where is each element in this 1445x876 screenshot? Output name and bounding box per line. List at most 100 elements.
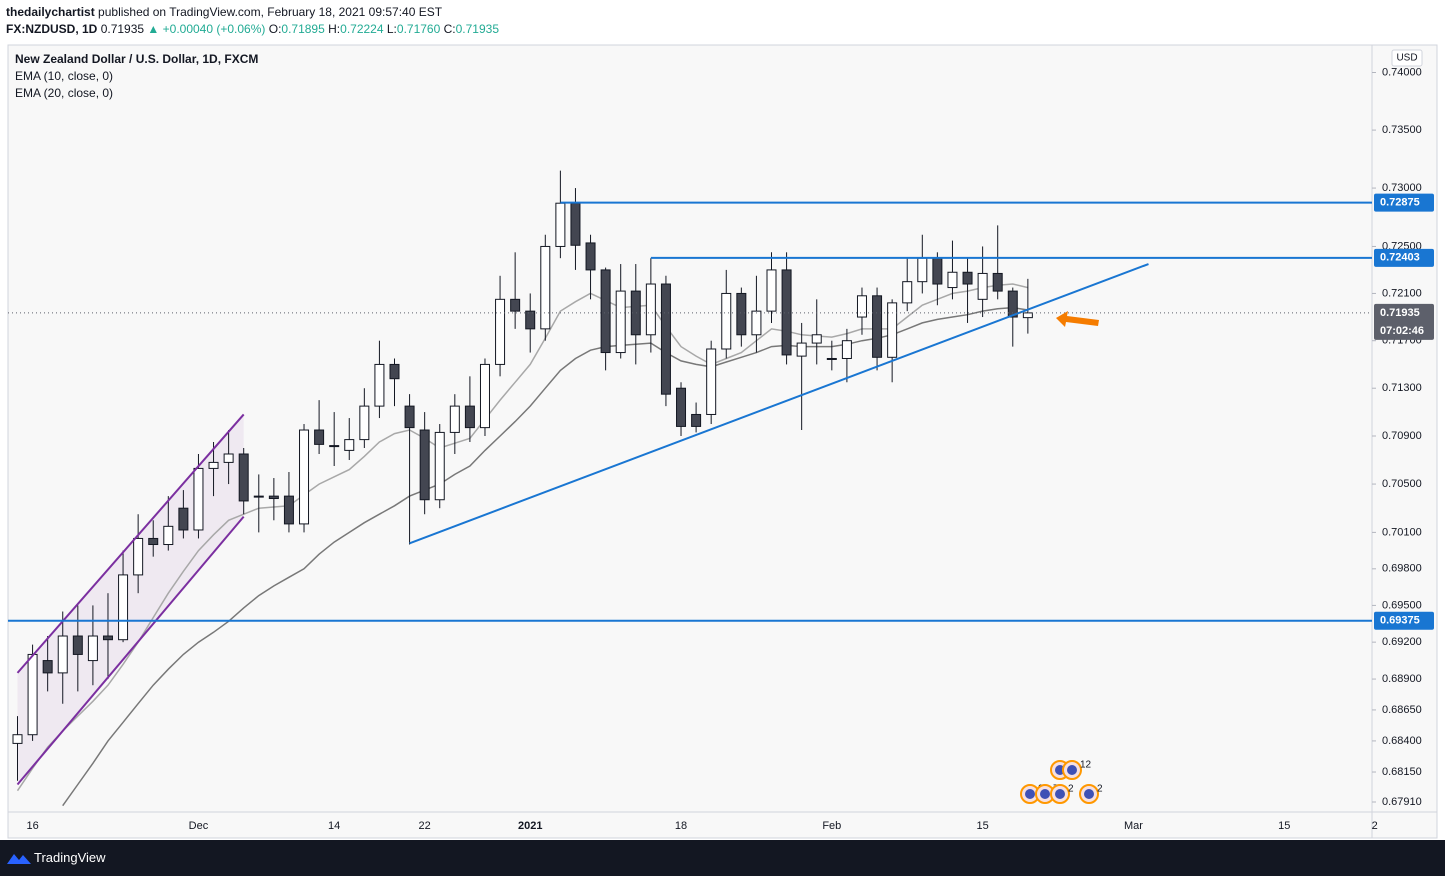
- candle-body: [585, 242, 596, 271]
- candle-body: [72, 635, 83, 655]
- h-val: 0.72224: [340, 22, 384, 36]
- candle-body: [706, 348, 717, 415]
- header-line-2: FX:NZDUSD, 1D 0.71935 ▲ +0.00040 (+0.06%…: [6, 21, 499, 38]
- arrow: [1056, 311, 1099, 327]
- candle-body: [781, 269, 792, 356]
- x-tick-label: 15: [1278, 820, 1290, 832]
- candle-body: [299, 429, 310, 525]
- candle-body: [27, 653, 38, 736]
- published: published on TradingView.com, February 1…: [98, 5, 443, 19]
- candle-body: [540, 245, 551, 330]
- candle-body: [570, 202, 581, 246]
- y-tick-label: 0.68150: [1382, 766, 1422, 778]
- l-label: L:: [386, 22, 397, 36]
- candle-body: [721, 292, 732, 350]
- x-tick-label: 2: [1372, 820, 1378, 832]
- event-label: 2: [1068, 784, 1074, 795]
- logo: [7, 854, 31, 864]
- candle-body: [464, 405, 475, 429]
- candle-body: [253, 495, 264, 498]
- chart-title: New Zealand Dollar / U.S. Dollar, 1D, FX…: [15, 52, 258, 66]
- y-tick-label: 0.70500: [1382, 478, 1422, 490]
- ema-line: [16, 283, 1029, 792]
- y-tick-label: 0.69800: [1382, 563, 1422, 575]
- candle-body: [1022, 312, 1033, 319]
- y-tick-label: 0.73500: [1382, 124, 1422, 136]
- candle-body: [57, 635, 68, 674]
- x-tick-label: 15: [976, 820, 988, 832]
- event-label: 2: [1097, 784, 1103, 795]
- header-line-1: thedailychartist published on TradingVie…: [6, 4, 499, 21]
- header: thedailychartist published on TradingVie…: [6, 4, 499, 38]
- candle-body: [283, 495, 294, 525]
- candle-body: [887, 302, 898, 358]
- candle-body: [87, 635, 98, 662]
- candle-body: [268, 495, 279, 500]
- c-val: 0.71935: [455, 22, 500, 36]
- x-tick-label: 14: [328, 820, 340, 832]
- legend-entry: EMA (20, close, 0): [15, 86, 113, 100]
- candle-body: [193, 467, 204, 531]
- candle-body: [510, 298, 521, 312]
- candle-body: [947, 271, 958, 289]
- candle-body: [118, 574, 129, 641]
- candle-body: [736, 292, 747, 336]
- candle-body: [223, 453, 234, 463]
- candle-body: [344, 439, 355, 451]
- x-tick-label: 18: [675, 820, 687, 832]
- candle-body: [796, 342, 807, 357]
- candle-body: [826, 357, 837, 360]
- candle-body: [238, 453, 249, 502]
- y-tick-label: 0.70100: [1382, 526, 1422, 538]
- candle-body: [962, 271, 973, 285]
- author: thedailychartist: [6, 5, 95, 19]
- x-tick-label: Mar: [1124, 820, 1143, 832]
- candle-body: [163, 525, 174, 546]
- candle-body: [389, 363, 400, 380]
- h-label: H:: [328, 22, 341, 36]
- candle-body: [600, 269, 611, 354]
- candle-body: [615, 290, 626, 354]
- x-tick-label: 16: [26, 820, 38, 832]
- candle-body: [419, 429, 430, 501]
- level-label: 0.69375: [1380, 615, 1420, 627]
- chart-panel: [7, 44, 1438, 839]
- candle-body: [148, 537, 159, 546]
- candle-body: [872, 295, 883, 358]
- candle-body: [479, 363, 490, 429]
- candle-body: [133, 537, 144, 576]
- candle-body: [178, 507, 189, 531]
- candle-body: [932, 257, 943, 285]
- o-label: O:: [268, 22, 282, 36]
- y-tick-label: 0.71300: [1382, 382, 1422, 394]
- y-tick-label: 0.68900: [1382, 673, 1422, 685]
- event-icon: [1067, 765, 1077, 775]
- trendline: [16, 413, 245, 674]
- candle-body: [555, 202, 566, 247]
- event-icon: [1040, 789, 1050, 799]
- candle-body: [766, 269, 777, 312]
- l-val: 0.71760: [396, 22, 441, 36]
- trendline: [16, 516, 245, 786]
- candle-body: [374, 363, 385, 407]
- y-tick-label: 0.68650: [1382, 704, 1422, 716]
- chart: 0.740000.735000.730000.725000.721000.717…: [7, 44, 1438, 839]
- candle-body: [977, 272, 988, 300]
- candle-body: [404, 405, 415, 429]
- channel-fill: [17, 414, 244, 785]
- candle-body: [691, 413, 702, 427]
- y-tick-label: 0.72100: [1382, 287, 1422, 299]
- last: 0.71935: [100, 22, 145, 36]
- candle-body: [525, 310, 536, 330]
- candle-body: [751, 310, 762, 336]
- event-label: 12: [1080, 760, 1092, 771]
- candle-body: [902, 281, 913, 304]
- candle-body: [992, 272, 1003, 292]
- level-box: [1374, 248, 1434, 267]
- y-tick-label: 0.73000: [1382, 182, 1422, 194]
- y-tick-label: 0.74000: [1382, 66, 1422, 78]
- ema-line: [62, 306, 1029, 807]
- level-label: 0.72875: [1380, 197, 1420, 209]
- event-icon: [1055, 789, 1065, 799]
